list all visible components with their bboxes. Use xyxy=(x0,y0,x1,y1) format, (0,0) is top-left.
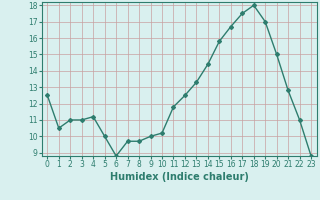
X-axis label: Humidex (Indice chaleur): Humidex (Indice chaleur) xyxy=(110,172,249,182)
